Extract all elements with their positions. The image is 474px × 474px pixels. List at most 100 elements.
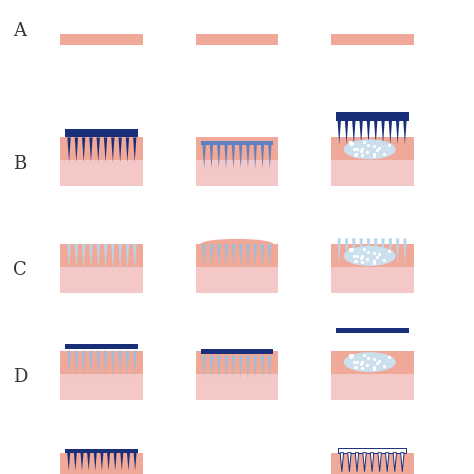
- Polygon shape: [337, 121, 341, 145]
- Bar: [65, 129, 138, 133]
- Polygon shape: [246, 244, 250, 268]
- Polygon shape: [254, 145, 257, 168]
- Text: A: A: [13, 22, 27, 40]
- Bar: [331, 453, 413, 474]
- Polygon shape: [359, 238, 363, 264]
- Polygon shape: [118, 351, 122, 377]
- Bar: [195, 267, 278, 293]
- Polygon shape: [363, 453, 366, 472]
- Polygon shape: [268, 145, 272, 168]
- Polygon shape: [396, 121, 399, 145]
- Bar: [195, 160, 278, 186]
- Polygon shape: [82, 244, 85, 272]
- Polygon shape: [396, 238, 399, 264]
- Polygon shape: [210, 356, 213, 379]
- Polygon shape: [246, 356, 250, 379]
- Polygon shape: [89, 137, 92, 162]
- Polygon shape: [352, 121, 356, 145]
- Polygon shape: [111, 351, 115, 377]
- Polygon shape: [232, 356, 235, 379]
- Bar: [61, 351, 143, 374]
- Polygon shape: [367, 121, 370, 145]
- Polygon shape: [67, 351, 71, 377]
- Polygon shape: [232, 145, 235, 168]
- Polygon shape: [254, 356, 257, 379]
- Bar: [336, 112, 409, 117]
- Polygon shape: [268, 244, 272, 268]
- Ellipse shape: [344, 246, 396, 266]
- Bar: [331, 244, 413, 267]
- Polygon shape: [356, 453, 359, 472]
- Polygon shape: [370, 453, 374, 472]
- Text: B: B: [13, 155, 27, 173]
- Polygon shape: [104, 137, 107, 162]
- Polygon shape: [89, 351, 92, 377]
- Polygon shape: [389, 238, 392, 264]
- Bar: [331, 137, 413, 160]
- Polygon shape: [74, 453, 77, 471]
- Ellipse shape: [344, 139, 396, 159]
- Bar: [61, 267, 143, 293]
- Polygon shape: [133, 137, 137, 162]
- Polygon shape: [224, 244, 228, 268]
- Polygon shape: [104, 244, 107, 272]
- Polygon shape: [367, 238, 370, 264]
- Polygon shape: [67, 244, 71, 272]
- Polygon shape: [403, 121, 407, 145]
- Polygon shape: [246, 145, 250, 168]
- Polygon shape: [82, 351, 85, 377]
- Polygon shape: [401, 453, 404, 472]
- Bar: [65, 449, 138, 453]
- Polygon shape: [89, 244, 92, 272]
- Bar: [331, 374, 413, 400]
- Polygon shape: [217, 145, 220, 168]
- Bar: [331, 267, 413, 293]
- Polygon shape: [81, 453, 83, 471]
- Polygon shape: [239, 356, 242, 379]
- Ellipse shape: [201, 239, 273, 249]
- Polygon shape: [82, 137, 85, 162]
- Text: C: C: [13, 261, 27, 279]
- Bar: [61, 374, 143, 400]
- Bar: [65, 344, 138, 349]
- Polygon shape: [120, 453, 123, 471]
- Polygon shape: [133, 244, 137, 272]
- Polygon shape: [382, 238, 385, 264]
- Polygon shape: [352, 238, 356, 264]
- Text: D: D: [13, 368, 27, 386]
- Polygon shape: [374, 121, 377, 145]
- Polygon shape: [224, 356, 228, 379]
- Polygon shape: [217, 244, 220, 268]
- Polygon shape: [118, 137, 122, 162]
- Polygon shape: [126, 137, 129, 162]
- Bar: [61, 137, 143, 160]
- Polygon shape: [217, 356, 220, 379]
- Polygon shape: [97, 351, 100, 377]
- Polygon shape: [114, 453, 117, 471]
- Bar: [195, 244, 278, 267]
- Polygon shape: [75, 244, 78, 272]
- Bar: [195, 34, 278, 45]
- Bar: [195, 374, 278, 400]
- Bar: [65, 133, 138, 137]
- Bar: [61, 453, 143, 474]
- Polygon shape: [239, 244, 242, 268]
- Polygon shape: [94, 453, 97, 471]
- Polygon shape: [202, 244, 206, 268]
- Polygon shape: [254, 244, 257, 268]
- Polygon shape: [403, 238, 407, 264]
- Bar: [336, 328, 409, 333]
- Polygon shape: [232, 244, 235, 268]
- Polygon shape: [261, 356, 264, 379]
- Bar: [195, 137, 278, 160]
- Polygon shape: [67, 137, 71, 162]
- Polygon shape: [374, 238, 377, 264]
- Polygon shape: [340, 453, 344, 472]
- Bar: [201, 349, 273, 354]
- Bar: [61, 34, 143, 45]
- Bar: [331, 351, 413, 374]
- Bar: [338, 448, 406, 453]
- Ellipse shape: [344, 352, 396, 372]
- Polygon shape: [261, 244, 264, 268]
- Polygon shape: [111, 244, 115, 272]
